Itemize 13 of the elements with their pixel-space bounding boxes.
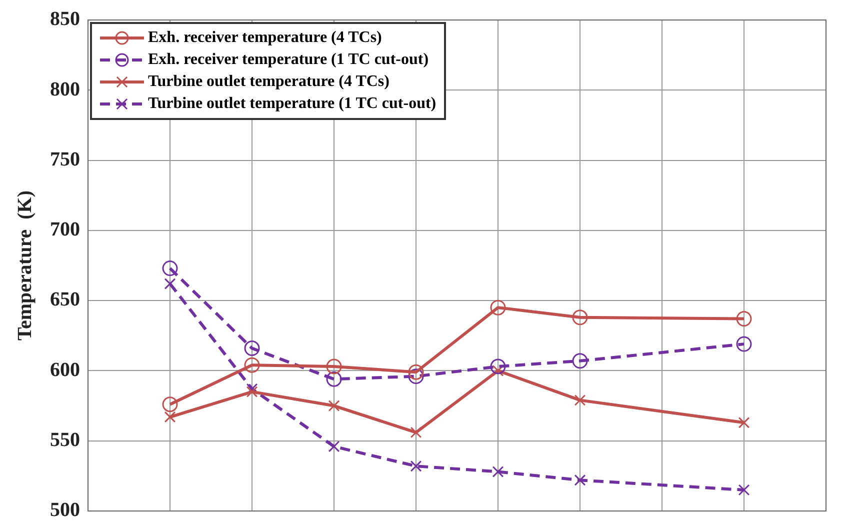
y-tick-label: 650 <box>50 288 80 311</box>
legend-label: Exh. receiver temperature (4 TCs) <box>148 29 382 47</box>
legend-label: Exh. receiver temperature (1 TC cut-out) <box>148 51 429 69</box>
y-tick-label: 500 <box>50 499 80 522</box>
legend-label: Turbine outlet temperature (4 TCs) <box>148 73 390 91</box>
y-axis-title: Temperature (K) <box>14 190 36 340</box>
y-tick-label: 800 <box>50 78 80 100</box>
y-tick-label: 550 <box>50 429 80 452</box>
y-tick-label: 850 <box>50 8 80 30</box>
legend-label: Turbine outlet temperature (1 TC cut-out) <box>148 95 436 113</box>
y-tick-label: 750 <box>50 148 80 170</box>
y-tick-label: 700 <box>50 218 80 241</box>
y-tick-label: 600 <box>50 358 80 381</box>
